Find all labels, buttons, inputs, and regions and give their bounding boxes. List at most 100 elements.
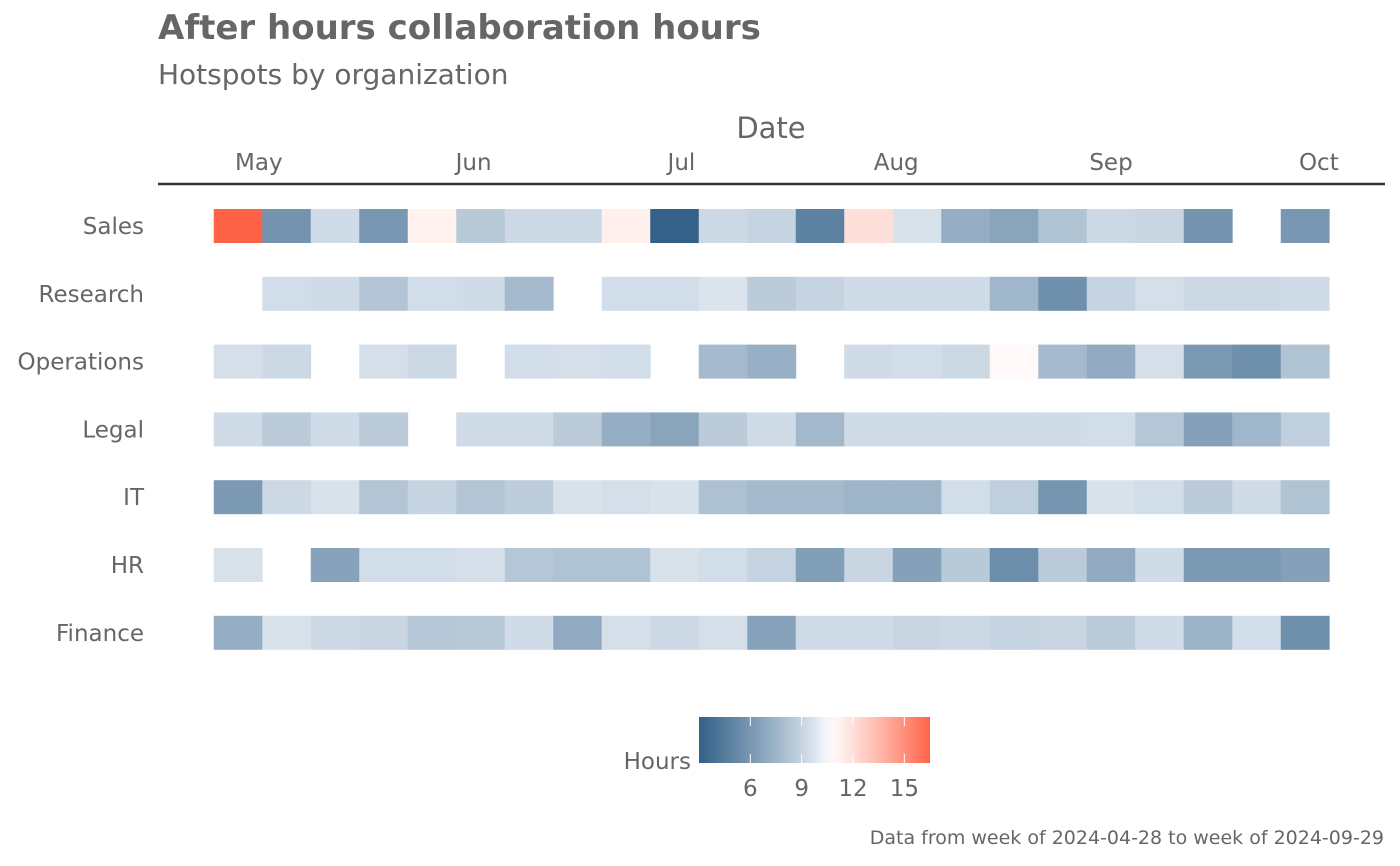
- heatmap-cell: [941, 615, 991, 650]
- heatmap-cell: [1135, 412, 1185, 447]
- heatmap-cell: [407, 548, 457, 582]
- x-tick-label-may: May: [235, 150, 283, 176]
- heatmap-cell: [504, 548, 554, 582]
- heatmap-cell: [553, 412, 603, 447]
- heatmap-cell: [310, 209, 360, 243]
- heatmap-cell: [698, 344, 748, 379]
- heatmap-cell: [213, 344, 263, 379]
- y-tick-labels: Sales Research Operations Legal IT HR Finance: [18, 214, 145, 647]
- heatmap-cell: [359, 480, 409, 515]
- heatmap-cell: [407, 209, 457, 243]
- heatmap-cell: [213, 548, 263, 582]
- heatmap-cell: [310, 548, 360, 582]
- heatmap-cell: [553, 480, 603, 515]
- heatmap-cell: [892, 480, 942, 515]
- heatmap-cell: [1038, 480, 1088, 515]
- heatmap-cell: [213, 412, 263, 447]
- heatmap-cell: [1038, 276, 1088, 311]
- heatmap-cell: [1232, 615, 1282, 650]
- heatmap-cell: [941, 209, 991, 243]
- heatmap-cell: [892, 615, 942, 650]
- heatmap-cell: [1135, 548, 1185, 582]
- heatmap-cell: [892, 412, 942, 447]
- heatmap-cell: [698, 548, 748, 582]
- legend-tick-label: 9: [794, 776, 809, 802]
- heatmap-cell: [456, 615, 506, 650]
- heatmap-cell: [698, 615, 748, 650]
- heatmap-cell: [1183, 344, 1233, 379]
- heatmap-cell: [407, 276, 457, 311]
- heatmap-cell: [359, 548, 409, 582]
- heatmap-cell: [747, 412, 797, 447]
- heatmap-cell: [407, 480, 457, 515]
- heatmap-cell: [989, 480, 1039, 515]
- heatmap-cell: [262, 615, 312, 650]
- heatmap-cell: [456, 276, 506, 311]
- heatmap-cell: [1280, 615, 1330, 650]
- heatmap-cell: [795, 480, 845, 515]
- heatmap-cell: [1183, 615, 1233, 650]
- heatmap-cell: [650, 276, 700, 311]
- heatmap-cell: [310, 412, 360, 447]
- heatmap-cell: [650, 548, 700, 582]
- heatmap-cell: [601, 344, 651, 379]
- heatmap-cell: [504, 412, 554, 447]
- heatmap-cell: [1038, 344, 1088, 379]
- heatmap-cell: [1038, 548, 1088, 582]
- heatmap-cell: [407, 615, 457, 650]
- heatmap-cell: [941, 344, 991, 379]
- heatmap-cell: [1183, 209, 1233, 243]
- heatmap-cell: [1135, 615, 1185, 650]
- y-tick-label-operations: Operations: [18, 350, 144, 376]
- heatmap-cell: [504, 615, 554, 650]
- y-tick-label-legal: Legal: [82, 417, 144, 443]
- legend-tick-label: 15: [890, 776, 919, 802]
- heatmap-cell: [941, 412, 991, 447]
- heatmap-cell: [213, 615, 263, 650]
- heatmap-cell: [698, 412, 748, 447]
- heatmap-cell: [504, 344, 554, 379]
- heatmap-cell: [1038, 615, 1088, 650]
- heatmap-cell: [892, 276, 942, 311]
- heatmap-cell: [407, 344, 457, 379]
- heatmap-cell: [262, 480, 312, 515]
- heatmap-cell: [1232, 548, 1282, 582]
- chart-title: After hours collaboration hours: [158, 8, 761, 48]
- heatmap-cell: [941, 276, 991, 311]
- y-tick-label-sales: Sales: [83, 214, 144, 240]
- heatmap-cell: [1086, 548, 1136, 582]
- heatmap-cell: [747, 615, 797, 650]
- heatmap-cell: [1086, 209, 1136, 243]
- heatmap-cell: [989, 209, 1039, 243]
- heatmap-cell: [795, 548, 845, 582]
- y-tick-label-it: IT: [123, 485, 145, 511]
- heatmap-cell: [1086, 276, 1136, 311]
- x-tick-label-aug: Aug: [874, 150, 919, 176]
- heatmap-cell: [989, 548, 1039, 582]
- heatmap-cell: [359, 276, 409, 311]
- heatmap-cell: [844, 276, 894, 311]
- heatmap-cell: [262, 209, 312, 243]
- heatmap-cell: [1183, 276, 1233, 311]
- heatmap-cell: [844, 412, 894, 447]
- heatmap-cell: [359, 344, 409, 379]
- heatmap-cell: [844, 480, 894, 515]
- heatmap-cell: [359, 615, 409, 650]
- heatmap-cell: [747, 344, 797, 379]
- legend-tick-label: 12: [838, 776, 867, 802]
- heatmap-cell: [1135, 276, 1185, 311]
- heatmap-cell: [1232, 412, 1282, 447]
- color-legend: Hours 6 9 12 15: [624, 717, 930, 802]
- heatmap-cell: [1038, 412, 1088, 447]
- heatmap-cells: [213, 209, 1330, 650]
- heatmap-cell: [989, 615, 1039, 650]
- heatmap-cell: [456, 548, 506, 582]
- heatmap-cell: [1135, 209, 1185, 243]
- heatmap-cell: [747, 209, 797, 243]
- heatmap-cell: [844, 344, 894, 379]
- heatmap-cell: [601, 412, 651, 447]
- heatmap-cell: [1135, 480, 1185, 515]
- heatmap-cell: [1086, 412, 1136, 447]
- heatmap-cell: [456, 412, 506, 447]
- heatmap-cell: [698, 209, 748, 243]
